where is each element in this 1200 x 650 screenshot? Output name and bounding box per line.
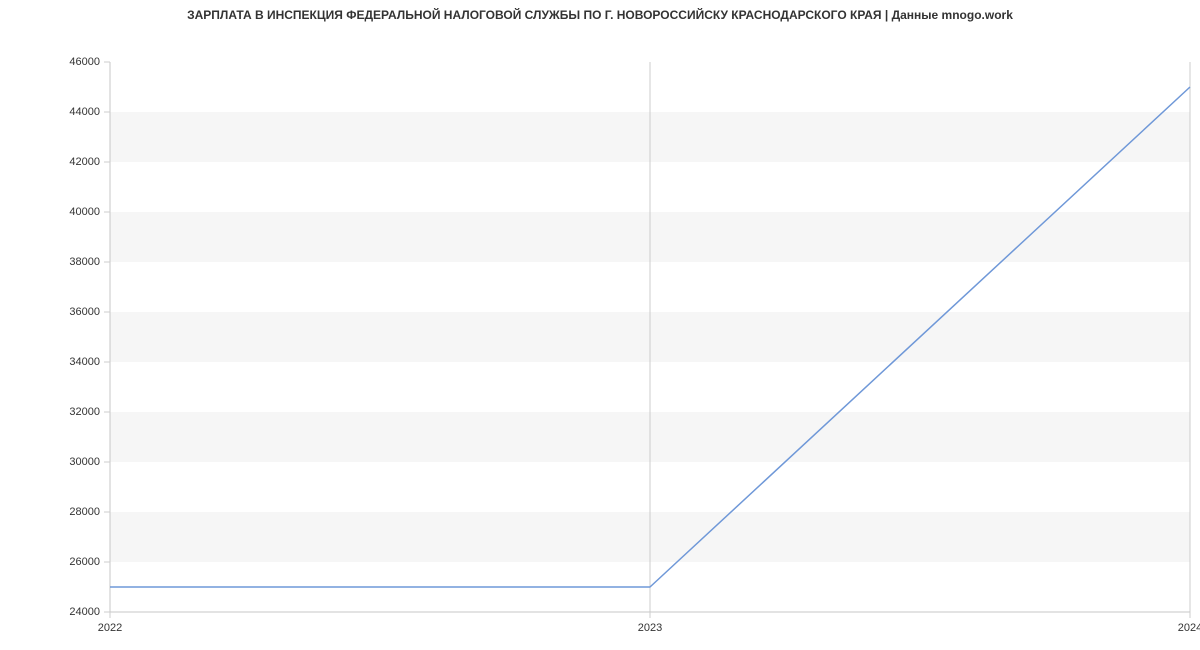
y-tick-label: 26000 [69,556,100,568]
chart-title: ЗАРПЛАТА В ИНСПЕКЦИЯ ФЕДЕРАЛЬНОЙ НАЛОГОВ… [0,0,1200,22]
x-tick-label: 2024 [1178,622,1200,634]
y-tick-label: 38000 [69,256,100,268]
x-tick-label: 2023 [638,622,662,634]
y-tick-label: 24000 [69,606,100,618]
y-tick-label: 42000 [69,156,100,168]
y-tick-label: 34000 [69,356,100,368]
y-tick-label: 40000 [69,206,100,218]
y-tick-label: 36000 [69,306,100,318]
line-chart [0,22,1200,650]
y-tick-label: 30000 [69,456,100,468]
y-tick-label: 44000 [69,106,100,118]
chart-container: 24000 26000 28000 30000 32000 34000 36000 38000… [0,22,1200,650]
y-tick-label: 28000 [69,506,100,518]
x-tick-label: 2022 [98,622,122,634]
y-tick-label: 46000 [69,56,100,68]
y-tick-label: 32000 [69,406,100,418]
